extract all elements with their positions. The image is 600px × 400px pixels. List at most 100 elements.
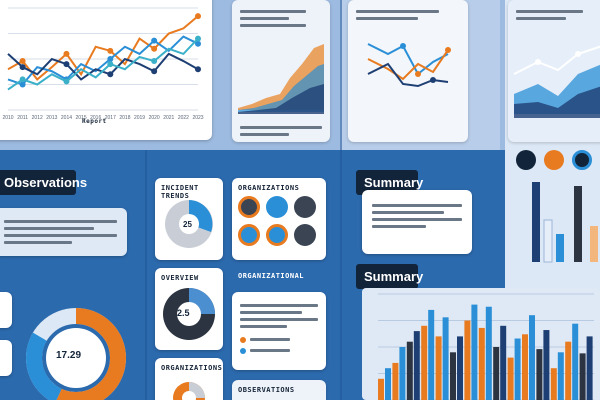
arrow-circle-icon[interactable] [294, 224, 316, 246]
text-line [4, 220, 117, 223]
card-heading: OVERVIEW [161, 274, 199, 282]
text-line [372, 225, 426, 228]
card-text [232, 292, 326, 364]
text-line [240, 311, 303, 314]
donut-value: 25 [183, 220, 192, 229]
x-tick-label: 2020 [149, 115, 160, 121]
axis-caption: Report [82, 118, 107, 125]
text-line [250, 349, 290, 352]
bar [413, 331, 420, 400]
x-tick-label: 2021 [163, 115, 174, 121]
legend-row [240, 345, 318, 356]
area-chart [238, 44, 324, 114]
bar [435, 336, 442, 400]
data-point [107, 56, 114, 62]
text-line [240, 318, 318, 321]
data-point [19, 64, 26, 71]
data-point [19, 76, 26, 83]
trend-chart [367, 43, 451, 88]
arrow-circle-icon[interactable] [266, 196, 288, 218]
text-line [372, 218, 462, 221]
bar [442, 317, 449, 400]
text-line [240, 17, 290, 20]
divider [340, 0, 342, 400]
line-chart: 2010 2011 2012 2013 2014 2015 2016 2017 2018 2019… [2, 7, 204, 121]
bar [464, 320, 471, 400]
series-line [7, 37, 199, 91]
stacked-area-card [508, 0, 600, 142]
summary-heading: Summary [356, 264, 423, 289]
bar [514, 338, 521, 400]
x-tick-label: 2016 [90, 115, 101, 121]
bar [478, 327, 485, 400]
text-card: OBSERVATIONS [232, 380, 326, 400]
data-point [107, 47, 114, 54]
small-donut [165, 200, 213, 248]
summary-card [362, 190, 472, 254]
data-point [19, 81, 26, 88]
donut-value: 17.29 [56, 350, 82, 361]
card-heading: INCIDENT TRENDS [161, 184, 199, 200]
bar [557, 352, 564, 400]
area-chart-card [232, 0, 330, 142]
bar [493, 347, 500, 400]
data-point [107, 61, 114, 68]
bar [457, 336, 463, 400]
bar [536, 349, 543, 400]
bar [579, 353, 586, 400]
bar [543, 330, 550, 400]
x-tick-label: 2010 [2, 115, 13, 121]
bar [485, 306, 492, 400]
card-text [362, 190, 472, 242]
text-line [372, 204, 462, 207]
card-heading: OBSERVATIONS [238, 386, 295, 394]
arrow-circle-icon[interactable] [266, 224, 288, 246]
text-line [4, 241, 72, 244]
bar [572, 323, 579, 400]
observations-card [0, 208, 127, 256]
arrow-circle-icon[interactable] [238, 196, 260, 218]
arrow-circle-icon[interactable] [238, 224, 260, 246]
icon-card: ORGANIZATIONS [232, 178, 326, 260]
x-tick-label: 2023 [192, 115, 203, 121]
bullet-icon [240, 336, 246, 343]
bar [471, 304, 478, 400]
data-point [195, 13, 201, 20]
bar [586, 336, 593, 400]
text-line [356, 10, 440, 13]
text-line [516, 17, 567, 20]
cart-icon[interactable] [516, 150, 536, 170]
target-icon[interactable] [572, 150, 592, 170]
small-donut [163, 288, 215, 340]
bar [392, 362, 399, 400]
text-line [516, 10, 584, 13]
series-line [7, 15, 199, 81]
text-line [240, 10, 306, 13]
card-heading: ORGANIZATIONS [161, 364, 223, 372]
gauge-icon[interactable] [544, 150, 564, 170]
bar [450, 352, 456, 400]
side-tile [0, 340, 12, 376]
legend-row [240, 334, 318, 345]
text-line [240, 325, 287, 328]
divider [145, 150, 147, 400]
card-text [348, 0, 468, 30]
icon-row [516, 150, 600, 170]
data-point [195, 66, 201, 73]
mini-bar-chart [532, 182, 598, 263]
bar [428, 309, 435, 400]
kpi-card: OVERVIEW 2.5 [155, 268, 223, 350]
bar-chart-card [362, 288, 600, 400]
text-line [240, 133, 290, 136]
donut-value: 2.5 [177, 308, 190, 318]
card-footer [240, 122, 322, 140]
arrow-circle-icon[interactable] [294, 196, 316, 218]
text-line [240, 24, 306, 27]
bar [421, 325, 428, 400]
x-tick-label: 2018 [119, 115, 130, 121]
text-card [232, 292, 326, 370]
data-point [195, 40, 201, 47]
x-tick-label: 2017 [105, 115, 116, 121]
bar [399, 347, 406, 400]
text-line [4, 227, 95, 230]
